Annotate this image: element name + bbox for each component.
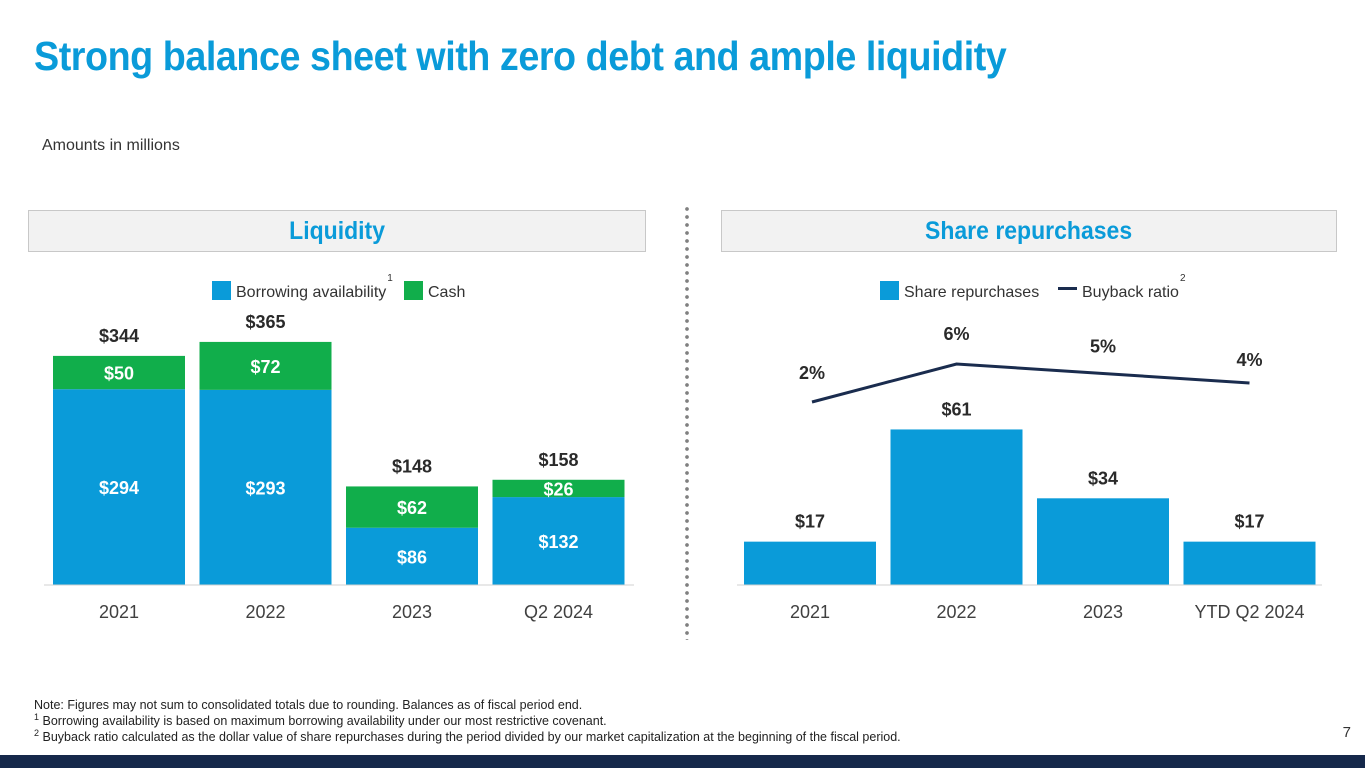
page-number: 7 (1342, 724, 1351, 741)
buyback-ratio-line (811, 362, 1250, 404)
liquidity-cash-label: $26 (543, 479, 573, 499)
footnote-1: 1 Borrowing availability is based on max… (34, 713, 901, 729)
legend-buyback-ratio-swatch (1058, 287, 1077, 290)
footnote-1-mark: 1 (34, 712, 40, 722)
liquidity-bar-borrowing (492, 497, 625, 585)
liquidity-x-tick: Q2 2024 (524, 602, 593, 622)
liquidity-bar-cash (199, 341, 332, 390)
amounts-note: Amounts in millions (42, 137, 180, 154)
liquidity-total-label: $344 (99, 326, 139, 346)
liquidity-x-tick: 2022 (245, 602, 285, 622)
repurchase-bar (1183, 541, 1316, 585)
liquidity-total-label: $365 (245, 312, 285, 332)
liquidity-borrowing-label: $86 (397, 547, 427, 567)
note-main: Note: Figures may not sum to consolidate… (34, 698, 583, 712)
legend-cash-label: Cash (428, 284, 465, 301)
buyback-ratio-label: 6% (943, 324, 969, 344)
repurchase-x-tick: YTD Q2 2024 (1194, 602, 1304, 622)
repurchase-x-tick: 2023 (1083, 602, 1123, 622)
repurchase-bar (744, 541, 876, 585)
footnote-2: 2 Buyback ratio calculated as the dollar… (34, 729, 901, 745)
footnotes: Note: Figures may not sum to consolidate… (34, 697, 901, 745)
liquidity-cash-label: $62 (397, 498, 427, 518)
repurchase-bar (1037, 498, 1169, 585)
footnote-2-mark: 2 (34, 728, 40, 738)
liquidity-bar-borrowing (199, 389, 332, 585)
legend-share-repurchases-label: Share repurchases (904, 284, 1039, 301)
buyback-ratio-label: 4% (1236, 350, 1262, 370)
repurchase-bar (890, 429, 1023, 585)
repurchase-value-label: $17 (1234, 512, 1264, 532)
buyback-ratio-label: 5% (1090, 337, 1116, 357)
repurchase-x-tick: 2021 (790, 602, 830, 622)
liquidity-x-tick: 2021 (99, 602, 139, 622)
liquidity-total-label: $148 (392, 456, 432, 476)
repurchase-value-label: $17 (795, 512, 825, 532)
liquidity-panel-title: Liquidity (289, 216, 385, 245)
repurchase-x-tick: 2022 (936, 602, 976, 622)
footer-bar (0, 755, 1365, 768)
liquidity-bar-cash (492, 479, 625, 498)
footnote-1-text: Borrowing availability is based on maxim… (42, 714, 607, 728)
liquidity-panel-header: Liquidity (28, 210, 646, 252)
legend-buyback-ratio-label: Buyback ratio (1082, 284, 1179, 301)
liquidity-x-tick: 2023 (392, 602, 432, 622)
liquidity-borrowing-label: $132 (538, 532, 578, 552)
legend-borrowing-swatch (212, 281, 231, 300)
legend-borrowing-label: Borrowing availability (236, 284, 386, 301)
liquidity-bar-cash (53, 355, 185, 390)
share-repurchases-panel-header: Share repurchases (721, 210, 1337, 252)
legend-buyback-ratio-footnote: 2 (1180, 273, 1186, 284)
repurchase-value-label: $61 (941, 399, 971, 419)
liquidity-total-label: $158 (538, 450, 578, 470)
legend-share-repurchases-swatch (880, 281, 899, 300)
buyback-ratio-label: 2% (799, 363, 825, 383)
liquidity-borrowing-label: $294 (99, 478, 139, 498)
legend-borrowing-footnote: 1 (387, 273, 393, 284)
legend-cash-swatch (404, 281, 423, 300)
footnote-2-text: Buyback ratio calculated as the dollar v… (42, 730, 901, 744)
repurchase-value-label: $34 (1088, 468, 1118, 488)
share-repurchases-panel-title: Share repurchases (925, 216, 1133, 245)
liquidity-bar-borrowing (53, 389, 185, 585)
liquidity-bar-borrowing (346, 527, 478, 585)
liquidity-borrowing-label: $293 (245, 478, 285, 498)
liquidity-cash-label: $72 (250, 357, 280, 377)
liquidity-cash-label: $50 (104, 364, 134, 384)
dotted-divider (685, 205, 689, 640)
page-title: Strong balance sheet with zero debt and … (34, 33, 1007, 79)
liquidity-bar-cash (346, 486, 478, 528)
